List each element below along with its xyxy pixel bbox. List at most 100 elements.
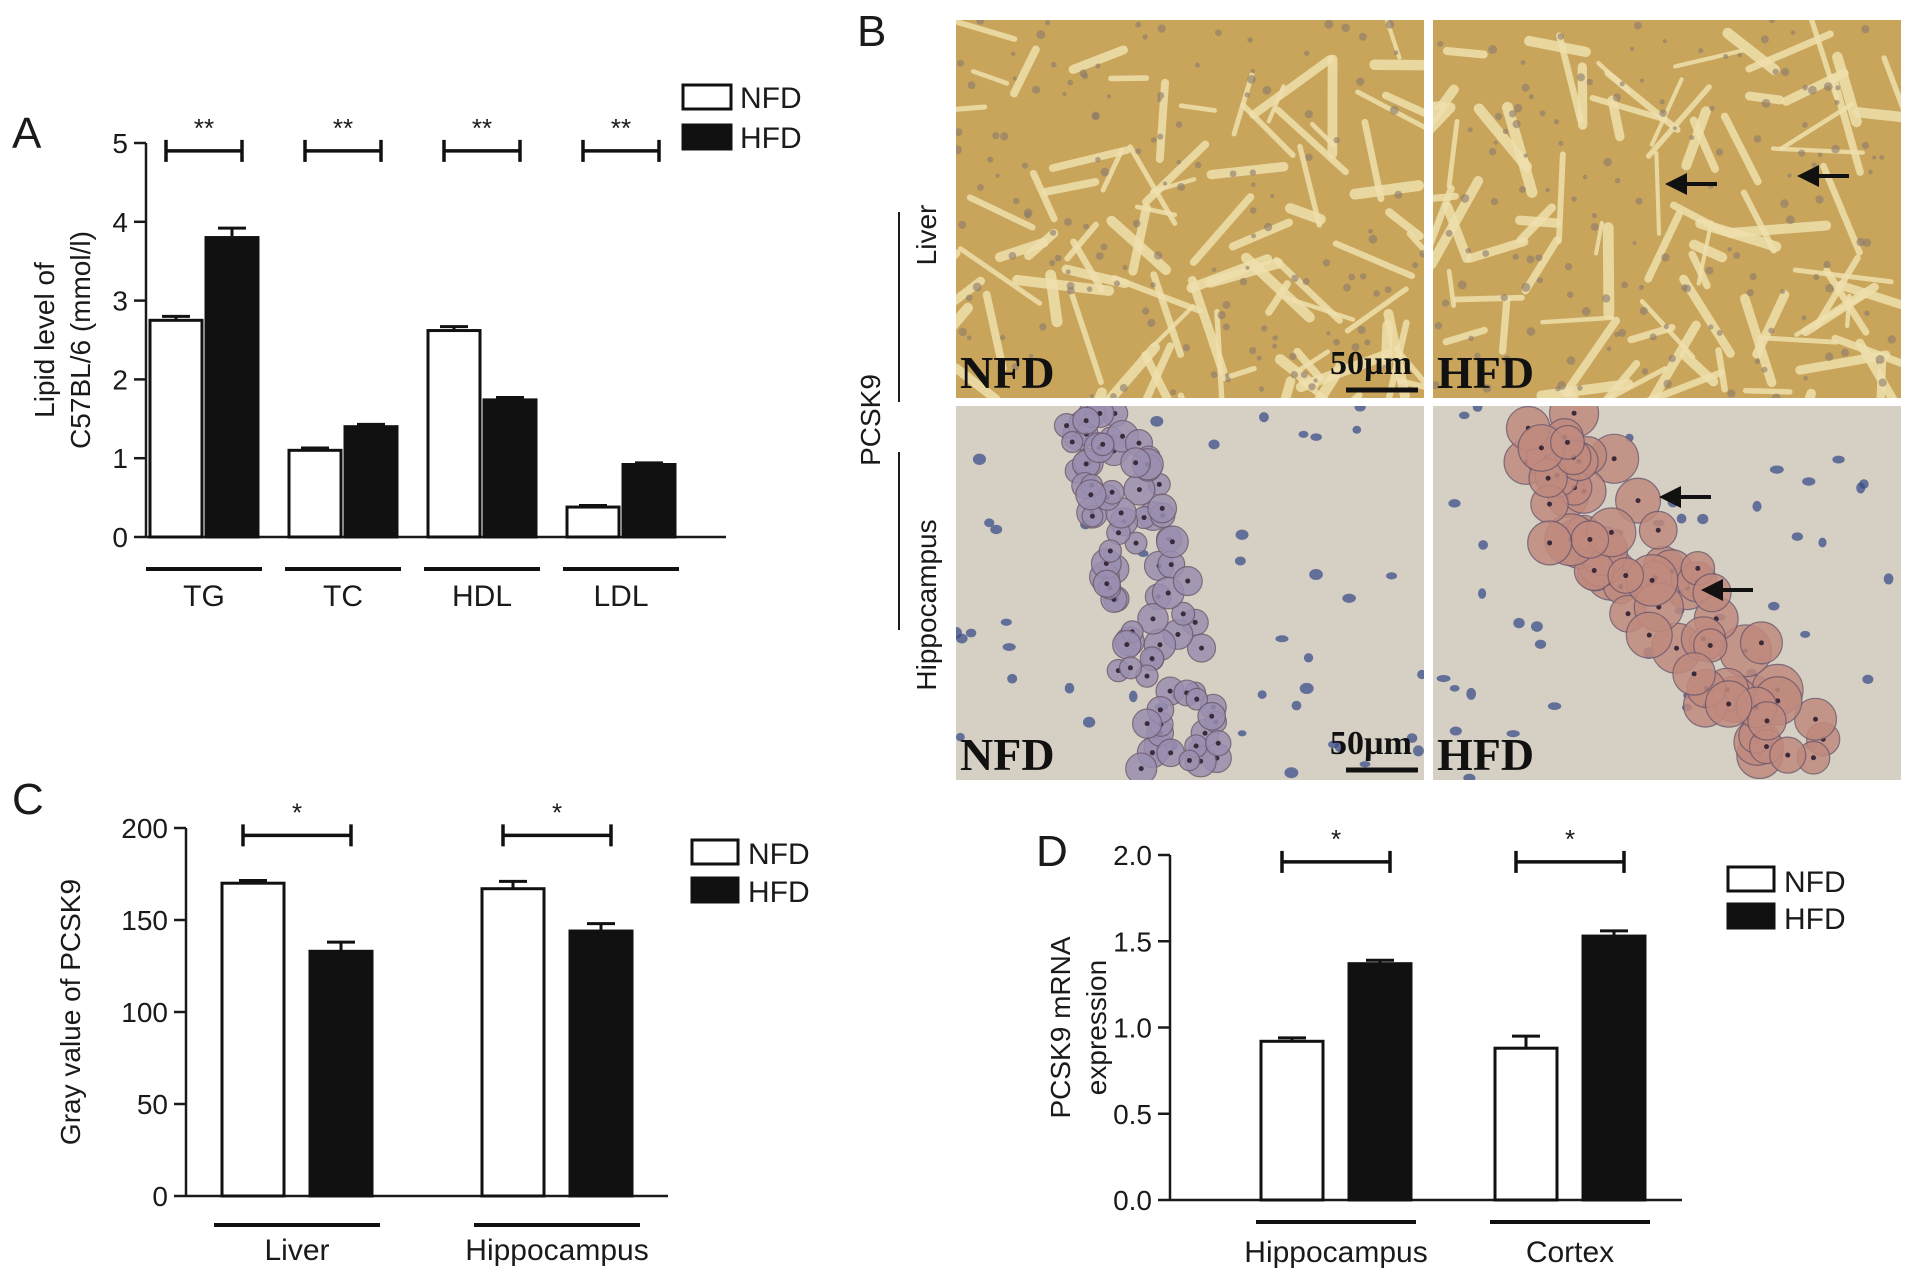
cell-nucleus bbox=[1385, 20, 1395, 29]
sinusoid bbox=[1555, 151, 1566, 244]
neuron-nucleolus bbox=[1168, 750, 1174, 756]
cell-nucleus bbox=[1302, 278, 1310, 286]
sinusoid bbox=[1012, 274, 1115, 296]
legend-label-hfd: HFD bbox=[740, 122, 802, 155]
glial-nucleus bbox=[1128, 690, 1138, 703]
y-tick-label: 5 bbox=[112, 128, 128, 159]
cell-nucleus bbox=[1054, 254, 1062, 262]
bar-c-hfd-hippocampus bbox=[568, 929, 634, 1198]
sinusoid bbox=[1881, 55, 1901, 111]
y-axis-label-line: PCSK9 mRNA bbox=[1045, 936, 1076, 1118]
neuron-nucleolus bbox=[1124, 642, 1130, 648]
cell-nucleus bbox=[956, 145, 962, 155]
glial-nucleus bbox=[1406, 733, 1418, 743]
cell-nucleus bbox=[1571, 196, 1577, 202]
neuron-nucleolus bbox=[1625, 611, 1631, 617]
cell-nucleus bbox=[1008, 252, 1017, 260]
y-tick-label: 2 bbox=[112, 364, 128, 395]
sinusoid bbox=[1393, 346, 1424, 386]
cell-nucleus bbox=[1659, 99, 1665, 105]
sinusoid bbox=[1446, 119, 1460, 189]
cell-nucleus bbox=[1224, 373, 1230, 378]
glial-nucleus bbox=[1449, 726, 1462, 736]
y-axis-label-line: Lipid level of bbox=[29, 262, 60, 418]
sinusoid bbox=[1757, 335, 1839, 345]
cell-nucleus bbox=[1787, 173, 1792, 178]
neuron-nucleolus bbox=[1175, 631, 1181, 637]
cell-nucleus bbox=[1590, 222, 1599, 231]
cell-nucleus bbox=[1142, 34, 1148, 40]
neuron-nucleolus bbox=[1545, 475, 1551, 481]
cell-nucleus bbox=[1512, 120, 1521, 129]
cell-nucleus bbox=[1526, 327, 1536, 336]
glial-nucleus bbox=[1359, 761, 1371, 768]
cell-nucleus bbox=[1577, 385, 1583, 391]
sinusoid bbox=[1603, 360, 1641, 398]
cell-nucleus bbox=[1754, 358, 1761, 365]
neuron-nucleolus bbox=[1726, 701, 1732, 707]
chart-panel-d: 0.0 0.5 1.0 1.5 2.0 PCSK9 mRNA expression * Hipp… bbox=[1045, 824, 1682, 1269]
cell-nucleus bbox=[1760, 35, 1769, 44]
y-tick-label: 100 bbox=[121, 997, 168, 1028]
cell-nucleus bbox=[1012, 197, 1020, 205]
cell-nucleus bbox=[1244, 92, 1250, 98]
legend-swatch-nfd bbox=[681, 83, 733, 111]
neuron-nucleolus bbox=[1109, 489, 1115, 495]
cell-nucleus bbox=[1194, 62, 1201, 68]
cell-nucleus bbox=[1132, 219, 1141, 228]
cell-nucleus bbox=[1214, 29, 1222, 37]
cell-nucleus bbox=[1602, 294, 1611, 303]
sinusoid bbox=[1178, 103, 1217, 113]
cell-nucleus bbox=[1250, 68, 1256, 74]
neuron-nucleolus bbox=[1674, 645, 1680, 651]
sinusoid bbox=[1563, 316, 1621, 395]
cell-nucleus bbox=[1786, 215, 1795, 225]
cell-nucleus bbox=[1633, 21, 1642, 30]
glial-nucleus bbox=[1385, 572, 1398, 580]
glial-nucleus bbox=[1478, 588, 1487, 599]
cell-nucleus bbox=[1618, 328, 1627, 337]
y-tick-label: 0.0 bbox=[1113, 1185, 1152, 1216]
neuron-nucleolus bbox=[1785, 752, 1791, 758]
sinusoid bbox=[1010, 45, 1040, 98]
cell-nucleus bbox=[1351, 343, 1360, 352]
cell-nucleus bbox=[1746, 289, 1754, 297]
neuron-nucleolus bbox=[1547, 540, 1553, 546]
neuron-nucleolus bbox=[1591, 568, 1597, 574]
neuron-nucleolus bbox=[1764, 744, 1769, 750]
sinusoid bbox=[1689, 239, 1728, 263]
cell-nucleus bbox=[1586, 78, 1593, 86]
micrograph-label-hippocampus-nfd: NFD bbox=[960, 729, 1055, 780]
glial-nucleus bbox=[1291, 700, 1302, 711]
y-tick-label: 4 bbox=[112, 207, 128, 238]
glial-nucleus bbox=[1310, 433, 1322, 441]
cell-nucleus bbox=[1270, 194, 1275, 199]
sinusoid bbox=[1502, 101, 1538, 198]
cell-nucleus bbox=[1879, 154, 1885, 160]
cell-nucleus bbox=[1368, 234, 1378, 244]
cell-nucleus bbox=[1359, 273, 1367, 280]
glial-nucleus bbox=[1547, 702, 1562, 711]
legend-label-hfd: HFD bbox=[1784, 903, 1846, 936]
neuron-nucleolus bbox=[1611, 456, 1617, 462]
sinusoid bbox=[1540, 315, 1615, 325]
cell-nucleus bbox=[1095, 156, 1101, 163]
sinusoid bbox=[1100, 147, 1125, 193]
glial-nucleus bbox=[1697, 513, 1709, 525]
cell-nucleus bbox=[1488, 45, 1498, 54]
sinusoid bbox=[1297, 143, 1323, 228]
cell-nucleus bbox=[976, 20, 985, 25]
cell-nucleus bbox=[1106, 94, 1112, 99]
sinusoid bbox=[1446, 268, 1457, 308]
cell-nucleus bbox=[1494, 112, 1503, 121]
cell-nucleus bbox=[1433, 381, 1440, 390]
cell-nucleus bbox=[1668, 354, 1676, 363]
glial-nucleus bbox=[1235, 529, 1249, 540]
neuron-nucleolus bbox=[1608, 529, 1614, 535]
cell-nucleus bbox=[999, 334, 1006, 341]
cell-nucleus bbox=[972, 282, 982, 292]
cell-nucleus bbox=[956, 128, 963, 137]
neuron-nucleolus bbox=[1138, 766, 1144, 772]
neuron-nucleolus bbox=[1649, 577, 1655, 583]
glial-nucleus bbox=[1448, 499, 1461, 508]
